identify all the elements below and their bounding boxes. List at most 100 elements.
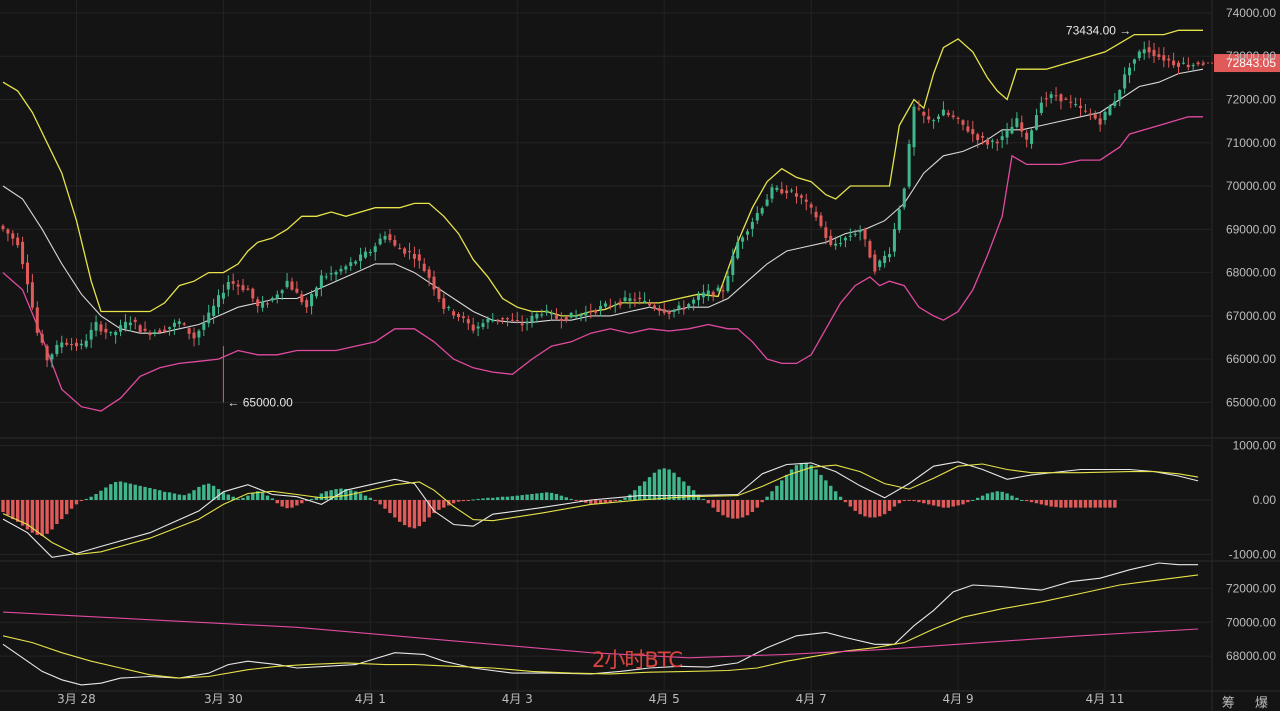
macd-histogram-bar [486,497,490,500]
candle-body [603,303,607,307]
macd-histogram-bar [50,500,54,530]
watermark-text: 2小时BTC [592,648,683,672]
macd-histogram-bar [265,495,270,500]
macd-histogram-bar [770,491,774,500]
macd-histogram-bar [236,498,240,500]
candle-body [696,294,701,301]
macd-histogram-bar [1049,500,1053,507]
macd-histogram-bar [608,500,613,503]
candle-body [535,313,539,319]
macd-histogram-bar [143,486,147,500]
macd-histogram-bar [848,500,853,507]
candle-body [584,312,588,316]
candle-body [368,252,372,254]
candle-body [207,312,211,324]
candle-body [84,340,88,347]
candle-body [1079,105,1083,108]
candle-body [888,254,892,258]
macd-histogram-bar [858,500,862,515]
candle-body [927,116,931,120]
x-tick-label: 4月 7 [796,692,827,706]
macd-histogram-bar [711,500,715,508]
candle-body [672,310,676,312]
candle-body [1123,74,1127,89]
macd-histogram-bar [192,490,196,500]
candle-body [863,228,867,240]
macd-histogram-bar [775,485,779,500]
candle-body [652,305,656,309]
candle-body [1137,51,1141,59]
ma-long-line [2,611,1199,659]
candle-body [1191,64,1195,67]
candle-body [324,276,328,278]
candle-body [65,342,69,345]
macd-histogram-bar [613,500,617,502]
macd-histogram-bar [182,495,186,500]
macd-histogram-bar [706,500,711,504]
candle-body [1128,67,1132,76]
candle-body [1074,104,1078,106]
macd-histogram-bar [422,500,426,522]
candle-body [30,282,34,308]
macd-histogram-bar [476,498,480,500]
candle-body [1118,90,1122,101]
candle-body [677,305,681,310]
candle-body [25,262,30,285]
macd-dea-line [2,463,1199,556]
candle-body [540,314,544,316]
macd-histogram-bar [980,495,985,500]
candle-body [270,298,274,301]
high-annotation: 73434.00 → [1066,23,1131,37]
candle-body [305,300,309,308]
macd-histogram-bar [118,481,123,500]
ma-panel[interactable] [2,562,1199,686]
macd-histogram-bar [353,491,358,500]
macd-histogram-bar [398,500,402,522]
candle-body [794,193,798,197]
candle-body [486,318,490,323]
candle-body [119,325,123,332]
y-tick-label: 70000.00 [1226,179,1276,193]
y-tick-label: 68000.00 [1226,649,1276,663]
x-tick-label: 4月 1 [355,692,386,706]
x-tick-label: 3月 28 [57,692,96,706]
candle-body [148,333,152,336]
candle-body [1176,62,1181,67]
candle-body [618,301,622,306]
macd-histogram-bar [216,489,221,500]
macd-histogram-bar [642,481,647,500]
macd-histogram-bar [437,500,441,510]
macd-histogram-bar [45,500,49,534]
macd-histogram-bar [246,495,250,500]
macd-histogram-bar [569,498,573,500]
candle-body [300,294,304,303]
macd-histogram-bar [1054,500,1058,508]
candle-body [564,317,568,321]
candle-body [1005,129,1009,138]
candle-body [956,117,960,119]
candle-body [417,254,421,261]
macd-histogram-bar [123,482,128,500]
candle-body [329,273,333,275]
candle-body [1059,94,1063,102]
candle-body [1167,58,1171,61]
macd-histogram-bar [951,500,955,507]
price-panel[interactable]: ← 65000.00 73434.00 → 72843.05 [1,23,1280,412]
macd-histogram-bar [162,491,167,500]
candle-body [643,300,647,302]
macd-histogram-bar [966,500,970,503]
macd-histogram-bar [819,474,823,500]
candle-body [550,312,554,315]
candle-body [961,120,965,125]
candle-body [1083,110,1087,112]
candle-body [295,288,299,293]
candle-body [608,305,612,307]
macd-histogram-bar [652,472,657,500]
candle-body [422,263,426,272]
macd-histogram-bar [270,498,275,500]
macd-histogram-bar [109,484,113,500]
candle-body [1069,101,1073,103]
macd-histogram-bar [319,493,324,500]
macd-panel[interactable] [1,461,1199,558]
